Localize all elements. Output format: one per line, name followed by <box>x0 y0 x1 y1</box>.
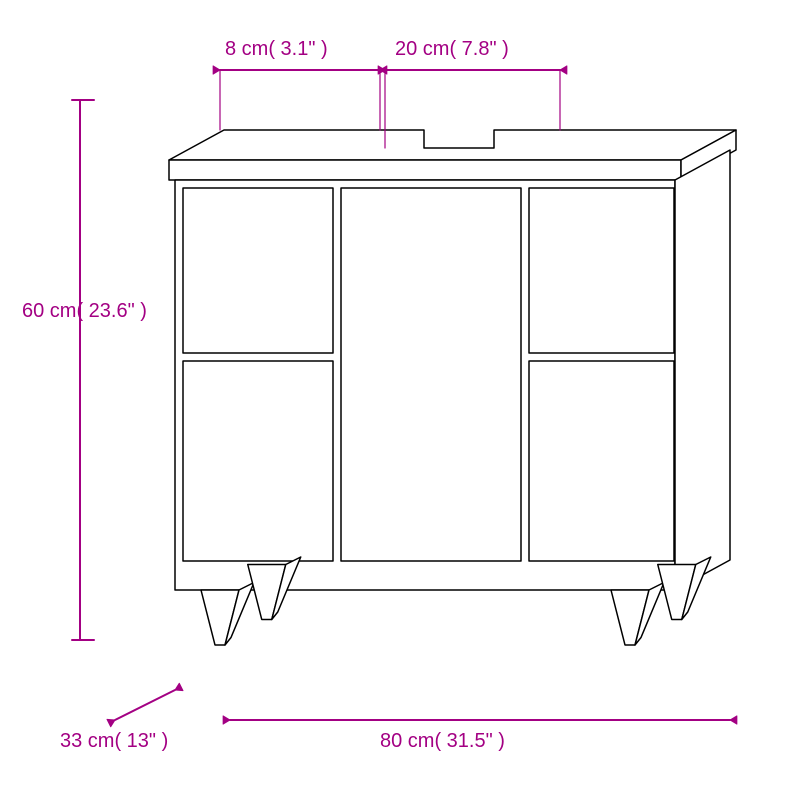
dim-height-label: 60 cm( 23.6" ) <box>22 300 147 323</box>
dim-top-right-label: 20 cm( 7.8" ) <box>395 38 509 61</box>
diagram-stage: 60 cm( 23.6" ) 8 cm( 3.1" ) 20 cm( 7.8" … <box>0 0 800 800</box>
dim-top-left-label: 8 cm( 3.1" ) <box>225 38 328 61</box>
dim-depth-label: 33 cm( 13" ) <box>60 730 168 753</box>
dim-width-label: 80 cm( 31.5" ) <box>380 730 505 753</box>
drawing-canvas <box>0 0 800 800</box>
